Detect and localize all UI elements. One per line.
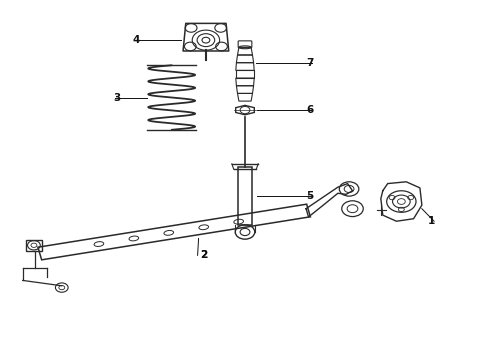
- Text: 1: 1: [428, 216, 436, 226]
- Text: 6: 6: [306, 105, 313, 115]
- Text: 5: 5: [306, 191, 313, 201]
- Text: 2: 2: [200, 250, 207, 260]
- Text: 4: 4: [133, 35, 140, 45]
- Text: 7: 7: [306, 58, 314, 68]
- Text: 3: 3: [113, 93, 121, 103]
- Text: 2: 2: [200, 250, 207, 260]
